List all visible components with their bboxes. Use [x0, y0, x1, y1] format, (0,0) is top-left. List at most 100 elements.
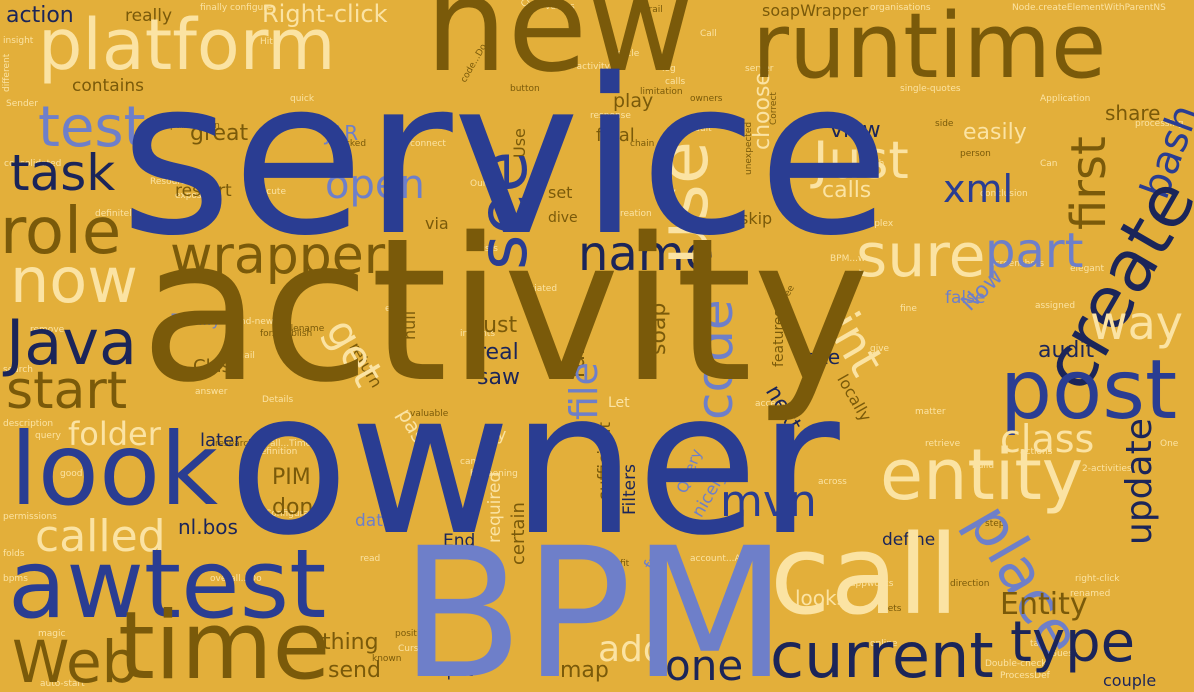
word: real [477, 340, 519, 365]
word: happening [470, 469, 518, 479]
word: for...Publish [260, 329, 313, 339]
word: owners [690, 94, 723, 104]
word: JAR [325, 121, 359, 145]
word: all...Time [270, 439, 312, 449]
word: permissions [3, 512, 57, 522]
word: Double-check [985, 659, 1047, 669]
word: fit [620, 559, 630, 569]
word: map [560, 658, 609, 683]
word: publication [170, 121, 220, 131]
word: folds [3, 549, 25, 559]
word: share [1105, 101, 1161, 125]
word: creation [615, 209, 652, 219]
word: xml [943, 167, 1014, 211]
word: assigned [1035, 301, 1076, 311]
word: configure [230, 3, 273, 13]
word: part [985, 223, 1084, 279]
word: complex [855, 219, 894, 229]
word: finally [200, 3, 228, 13]
word: mvn [720, 476, 817, 527]
word: easily [963, 120, 1027, 145]
word: thing [322, 630, 379, 655]
word: magic [38, 629, 66, 639]
word: organisations [870, 3, 931, 13]
word: role [0, 195, 122, 269]
word: one [665, 641, 744, 690]
word: bpms [3, 574, 28, 584]
word: clicked [335, 139, 367, 149]
word: Application [1040, 94, 1091, 104]
word: trail [645, 5, 663, 15]
word: every [320, 217, 346, 227]
word: name [578, 226, 715, 282]
word: looks [795, 586, 848, 610]
word: log [662, 64, 676, 74]
word: Our [470, 179, 487, 189]
word: Java [6, 306, 137, 379]
word: auto-activity [553, 62, 610, 72]
word: server [745, 64, 774, 74]
word: definitely [95, 209, 138, 219]
word: 2-activities [1082, 464, 1132, 474]
word: ProcessDef [1000, 671, 1050, 681]
word: great [190, 121, 249, 146]
word: runtime [752, 0, 1107, 99]
word: action [6, 3, 74, 28]
word: Class [193, 356, 241, 377]
word: BPM [400, 510, 788, 692]
word: sure [856, 221, 986, 291]
word: try [484, 425, 507, 444]
word: define [882, 530, 936, 550]
word: access [755, 399, 786, 409]
word: conclusion [980, 189, 1028, 199]
word: Details [262, 395, 294, 405]
word: lists [480, 244, 498, 254]
word: update [1119, 418, 1160, 545]
word: call [770, 511, 960, 639]
word: insight [3, 36, 34, 46]
word: tab [1030, 639, 1045, 649]
word: Let [608, 395, 630, 411]
word: now [10, 244, 138, 317]
word: activity [140, 195, 870, 426]
word: PIM [272, 465, 311, 490]
word: build [972, 461, 995, 471]
word: later [200, 430, 242, 451]
word: across [818, 477, 847, 487]
word: research [215, 439, 254, 449]
word: calls [822, 178, 872, 203]
word: Just [813, 131, 909, 191]
word: skip [740, 209, 773, 228]
word: service [120, 32, 891, 283]
word: calls [665, 77, 686, 87]
word: Finally [170, 310, 221, 329]
word: matter [915, 407, 946, 417]
word: folder [68, 415, 161, 453]
word: elegant [1070, 264, 1105, 274]
word: exist [385, 304, 407, 314]
word: valuable [410, 409, 449, 419]
word: audit [1038, 338, 1095, 363]
word: limitation [640, 87, 683, 97]
word: fine [900, 304, 917, 314]
word: entity [880, 434, 1084, 516]
word: Can [1040, 159, 1058, 169]
word: Execute [250, 187, 286, 197]
word: End [443, 531, 476, 551]
word: task [10, 144, 116, 202]
word: Web [12, 628, 139, 692]
word: first [1061, 136, 1117, 230]
word: false [945, 288, 986, 308]
word: appworks [850, 579, 894, 589]
word: auto-start [40, 679, 85, 689]
word: good [60, 469, 83, 479]
word: saw [477, 365, 520, 390]
word: awtest [8, 530, 327, 640]
word: response [590, 111, 631, 121]
word: type [1010, 610, 1136, 675]
word: different [2, 53, 12, 92]
word: button [510, 84, 540, 94]
word: look [10, 411, 219, 528]
word: data [355, 511, 394, 531]
word: restart [175, 181, 232, 201]
